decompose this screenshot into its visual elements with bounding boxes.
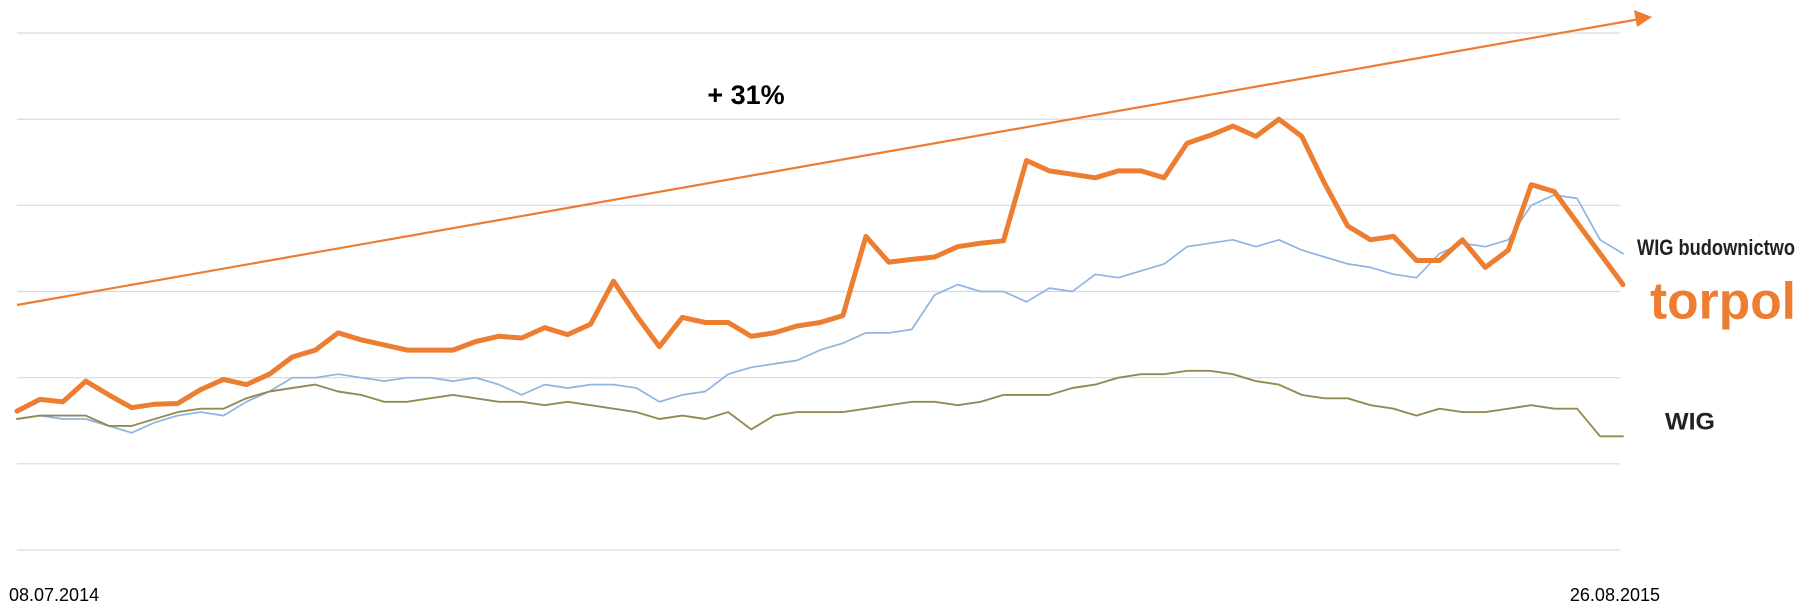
annotation: + 31% <box>707 80 784 110</box>
legend-label: torpol <box>1650 273 1796 331</box>
grid <box>17 32 1620 551</box>
lines <box>14 116 1626 438</box>
series-line <box>16 369 1624 438</box>
legend-label: WIG <box>1665 408 1715 435</box>
labels: 08.07.2014 26.08.2015 WIG budownictwo torpo… <box>9 235 1796 605</box>
x-tick-label: 08.07.2014 <box>9 585 99 605</box>
trend-arrow <box>16 17 1641 307</box>
legend-label: WIG budownictwo <box>1637 235 1795 260</box>
x-tick-label: 26.08.2015 <box>1570 585 1660 605</box>
trend-arrowhead <box>1634 10 1652 27</box>
series-line <box>16 194 1624 434</box>
series-line <box>14 116 1626 414</box>
